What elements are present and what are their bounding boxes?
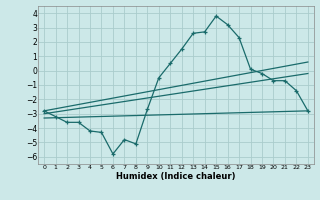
X-axis label: Humidex (Indice chaleur): Humidex (Indice chaleur)	[116, 172, 236, 181]
